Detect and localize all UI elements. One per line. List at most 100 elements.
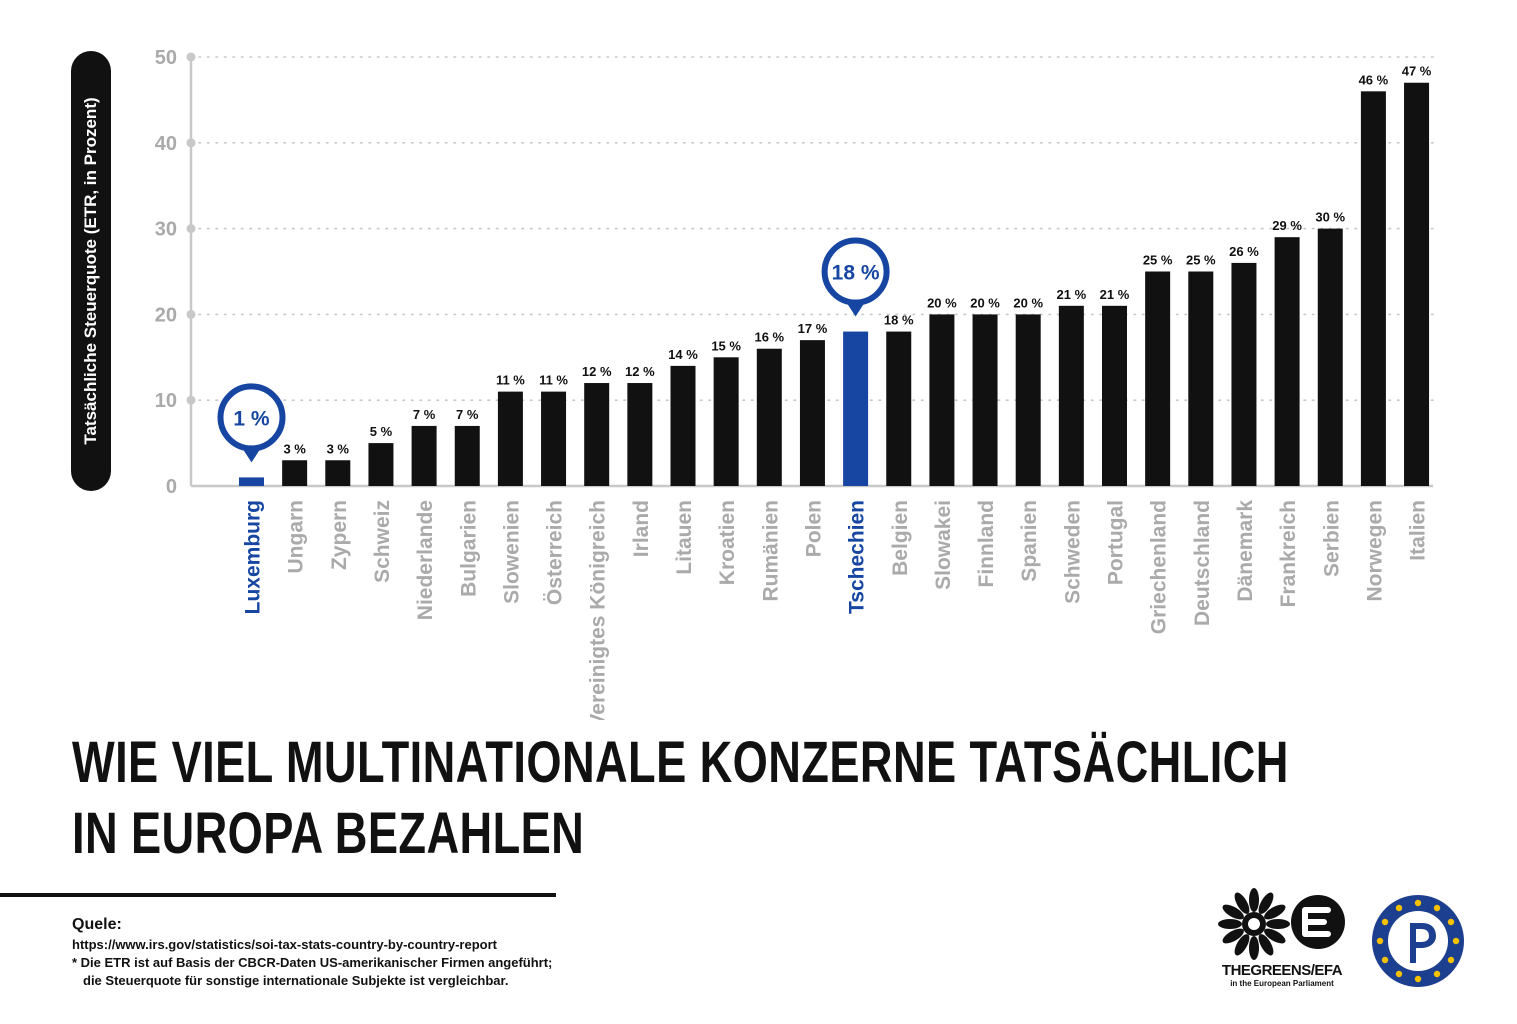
bar bbox=[886, 331, 912, 486]
title-line-1: Wie viel multinationale Konzerne tatsäch… bbox=[72, 730, 1289, 795]
data-label: 7 % bbox=[413, 407, 436, 422]
bar bbox=[1058, 305, 1084, 486]
bar bbox=[756, 348, 782, 486]
source-label: Quele: bbox=[72, 916, 122, 933]
x-tick-label: Finnland bbox=[975, 500, 998, 588]
bar bbox=[411, 425, 437, 486]
bar bbox=[325, 460, 351, 486]
x-tick-label: Bulgarien bbox=[457, 500, 480, 597]
data-label: 11 % bbox=[539, 373, 568, 388]
bar bbox=[1404, 82, 1430, 487]
data-label: 21 % bbox=[1057, 287, 1087, 302]
bar bbox=[972, 314, 998, 486]
bar bbox=[1102, 305, 1127, 486]
source-block: Quele: https://www.irs.gov/statistics/so… bbox=[72, 914, 552, 990]
x-tick-label: Dänemark bbox=[1234, 500, 1257, 602]
x-tick-label: Slowenien bbox=[500, 500, 523, 604]
data-label: 47 % bbox=[1402, 64, 1432, 79]
data-label: 18 % bbox=[832, 262, 880, 285]
x-tick-label: Italien bbox=[1407, 500, 1430, 561]
data-label: 25 % bbox=[1186, 253, 1216, 268]
data-label: 14 % bbox=[668, 347, 698, 362]
y-axis-label: Tatsächliche Steuerquote (ETR, in Prozen… bbox=[81, 97, 100, 445]
data-label: 7 % bbox=[456, 407, 479, 422]
bar bbox=[627, 383, 653, 486]
data-label: 25 % bbox=[1143, 253, 1173, 268]
data-label: 3 % bbox=[283, 441, 306, 456]
x-tick-label: Deutschland bbox=[1191, 500, 1214, 626]
bar bbox=[713, 357, 739, 486]
x-tick-label: Litauen bbox=[673, 500, 696, 575]
y-tick-label: 40 bbox=[155, 133, 177, 155]
data-label: 15 % bbox=[711, 338, 741, 353]
bar bbox=[584, 383, 610, 486]
data-label: 20 % bbox=[1013, 295, 1043, 310]
data-label: 46 % bbox=[1359, 72, 1389, 87]
bar bbox=[1015, 314, 1041, 486]
source-note-2: die Steuerquote für sonstige internation… bbox=[83, 973, 509, 988]
x-tick-label: Luxemburg bbox=[242, 500, 265, 614]
title-line-2: in Europa bezahlen bbox=[72, 800, 585, 866]
x-tick-label: Zypern bbox=[328, 500, 351, 570]
data-label: 17 % bbox=[798, 321, 828, 336]
y-tick-label: 0 bbox=[166, 476, 177, 498]
bar bbox=[929, 314, 955, 486]
data-label: 20 % bbox=[970, 295, 1000, 310]
greens-logo-text: THEGREENS/EFA bbox=[1221, 962, 1343, 979]
sunflower-icon bbox=[1218, 888, 1345, 960]
x-tick-label: Vereinigtes Königreich bbox=[587, 500, 610, 720]
data-label: 18 % bbox=[884, 313, 914, 328]
x-tick-label: Irland bbox=[630, 500, 653, 557]
title-divider bbox=[0, 893, 556, 897]
data-label: 16 % bbox=[754, 330, 784, 345]
bar bbox=[1317, 228, 1343, 486]
x-tick-label: Ungarn bbox=[285, 500, 308, 574]
data-label: 12 % bbox=[625, 364, 655, 379]
x-tick-label: Tschechien bbox=[846, 500, 869, 614]
x-tick-label: Frankreich bbox=[1277, 500, 1300, 607]
bar bbox=[239, 477, 264, 486]
bar bbox=[1360, 91, 1386, 486]
greens-efa-logo: THEGREENS/EFA in the European Parliament bbox=[1212, 886, 1352, 996]
x-tick-label: Schweden bbox=[1061, 500, 1084, 604]
data-label: 29 % bbox=[1272, 218, 1302, 233]
data-label: 1 % bbox=[233, 407, 270, 430]
bar bbox=[843, 331, 869, 486]
bar bbox=[670, 365, 696, 486]
bar bbox=[799, 340, 825, 486]
bar bbox=[454, 425, 480, 486]
data-label: 3 % bbox=[327, 441, 350, 456]
y-tick-label: 50 bbox=[155, 47, 177, 69]
data-label: 11 % bbox=[496, 373, 525, 388]
bar bbox=[1274, 237, 1300, 486]
x-tick-label: Griechenland bbox=[1148, 500, 1171, 634]
marker-bubble bbox=[821, 237, 890, 306]
x-tick-label: Polen bbox=[802, 500, 825, 557]
y-tick-label: 20 bbox=[155, 304, 177, 326]
greens-logo-subtext: in the European Parliament bbox=[1230, 979, 1334, 988]
data-label: 26 % bbox=[1229, 244, 1259, 259]
y-tick-label: 10 bbox=[155, 390, 177, 412]
source-url: https://www.irs.gov/statistics/soi-tax-s… bbox=[72, 937, 497, 952]
x-tick-label: Norwegen bbox=[1363, 500, 1386, 602]
source-note-1: * Die ETR ist auf Basis der CBCR-Daten U… bbox=[72, 955, 553, 970]
bar-chart: 0 10 20 30 40 50 1 % Luxemburg 3 % Ungarn 3 % Zyper… bbox=[155, 47, 1434, 720]
bar bbox=[1188, 271, 1214, 486]
x-tick-label: Rumänien bbox=[759, 500, 782, 602]
bar bbox=[368, 443, 394, 486]
pirate-party-logo bbox=[1372, 895, 1464, 987]
data-label: 30 % bbox=[1315, 210, 1345, 225]
bar bbox=[497, 391, 523, 486]
data-label: 20 % bbox=[927, 295, 957, 310]
x-tick-label: Belgien bbox=[889, 500, 912, 576]
data-label: 12 % bbox=[582, 364, 612, 379]
x-tick-label: Slowakei bbox=[932, 500, 955, 590]
y-tick-label: 30 bbox=[155, 219, 177, 241]
bar bbox=[282, 460, 308, 486]
x-tick-label: Portugal bbox=[1105, 500, 1128, 585]
data-label: 21 % bbox=[1100, 287, 1130, 302]
bar bbox=[1145, 271, 1171, 486]
x-tick-label: Schweiz bbox=[371, 500, 394, 583]
y-axis-label-pill bbox=[71, 51, 111, 491]
data-label: 5 % bbox=[370, 424, 393, 439]
